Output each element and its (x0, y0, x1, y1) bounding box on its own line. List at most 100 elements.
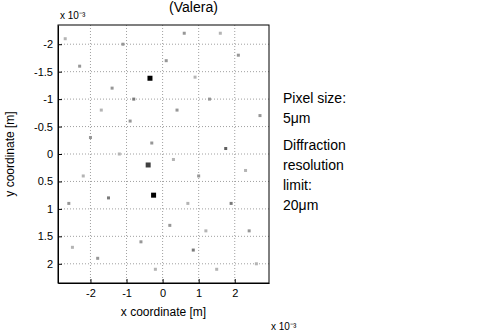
point (244, 169, 247, 172)
tick-label: -1 (122, 287, 132, 299)
tick-label: -1 (43, 93, 53, 105)
tick-label: 1 (47, 203, 53, 215)
tick-mark (58, 236, 62, 237)
point (118, 153, 121, 156)
point (154, 268, 157, 271)
tick-label: 2 (232, 287, 238, 299)
point (237, 54, 240, 57)
tick-label: 1 (196, 287, 202, 299)
tick-mark (127, 279, 128, 283)
tick-mark (58, 264, 62, 265)
grid-line (58, 236, 269, 237)
point (121, 43, 124, 46)
point (139, 240, 142, 243)
point (146, 162, 151, 167)
grid-line (58, 208, 269, 209)
tick: -1 (122, 279, 132, 299)
tick-mark (58, 99, 62, 100)
plot-background (58, 25, 269, 283)
x-axis: -2 -1 0 1 2 (59, 279, 270, 299)
tick-label: -0.5 (34, 121, 53, 133)
tick: 1 (196, 279, 202, 299)
point (215, 268, 218, 271)
tick-mark (163, 279, 164, 283)
grid-line (58, 71, 269, 72)
note: Diffraction (283, 137, 346, 153)
tick-mark (58, 127, 62, 128)
point (168, 224, 171, 227)
tick-mark (235, 279, 236, 283)
grid (58, 25, 269, 283)
point (194, 76, 197, 79)
point (165, 59, 168, 62)
grid-line (162, 25, 163, 283)
tick-mark (58, 72, 62, 73)
point (89, 136, 92, 139)
tick: -2 (86, 279, 96, 299)
tick: 0 (160, 279, 166, 299)
point (197, 174, 200, 177)
point (186, 202, 189, 205)
point (204, 229, 207, 232)
plot-frame (58, 25, 269, 283)
tick-mark (90, 279, 91, 283)
tick-label: 2 (47, 258, 53, 270)
point (64, 37, 67, 40)
point (96, 257, 99, 260)
tick-label: -1.5 (34, 66, 53, 78)
point (176, 109, 179, 112)
note: Pixel size: (283, 90, 346, 106)
point (248, 229, 251, 232)
point (208, 98, 211, 101)
grid-line (58, 181, 269, 182)
point (258, 114, 261, 117)
tick-mark (58, 181, 62, 182)
point (151, 193, 156, 198)
point (183, 32, 186, 35)
axis-title: x coordinate [m] (121, 305, 206, 319)
tick-label: 0 (160, 287, 166, 299)
point (150, 142, 153, 145)
tick-mark (199, 279, 200, 283)
axis-multiplier: x 10⁻³ (271, 321, 297, 332)
point (172, 158, 175, 161)
title: (Valera) (169, 0, 218, 15)
point (82, 174, 85, 177)
grid-line (58, 44, 269, 45)
point (111, 87, 114, 90)
tick-label: 0 (47, 148, 53, 160)
point (78, 65, 81, 68)
tick-label: -2 (43, 38, 53, 50)
tick-label: -2 (86, 287, 96, 299)
point (129, 120, 132, 123)
grid-line (58, 99, 269, 100)
tick-label: 0.5 (38, 175, 53, 187)
note: resolution (283, 157, 344, 173)
point (67, 202, 70, 205)
grid-line (58, 263, 269, 264)
tick: 0 (47, 148, 62, 160)
point (224, 147, 227, 150)
point (107, 196, 110, 199)
tick: 2 (47, 258, 62, 270)
axis-title: y coordinate [m] (3, 111, 17, 196)
point (230, 202, 233, 205)
tick-mark (58, 44, 62, 45)
tick: -1 (43, 93, 62, 105)
grid-line (126, 25, 127, 283)
tick-mark (58, 154, 62, 155)
point (100, 109, 103, 112)
grid-line (58, 154, 269, 155)
point (132, 98, 135, 101)
axis-multiplier: x 10⁻³ (60, 10, 86, 21)
grid-line (90, 25, 91, 283)
point (71, 246, 74, 249)
point (219, 32, 222, 35)
tick-label: 1.5 (38, 230, 53, 242)
point (192, 249, 195, 252)
tick: 1 (47, 203, 62, 215)
chart: -2 -1 0 1 2 -2 -1.5 -1 -0.5 0 0.5 1 1.5 2 (Valera) x 10… (0, 0, 499, 336)
note: limit: (283, 177, 312, 193)
grid-line (58, 126, 269, 127)
points (64, 32, 262, 271)
